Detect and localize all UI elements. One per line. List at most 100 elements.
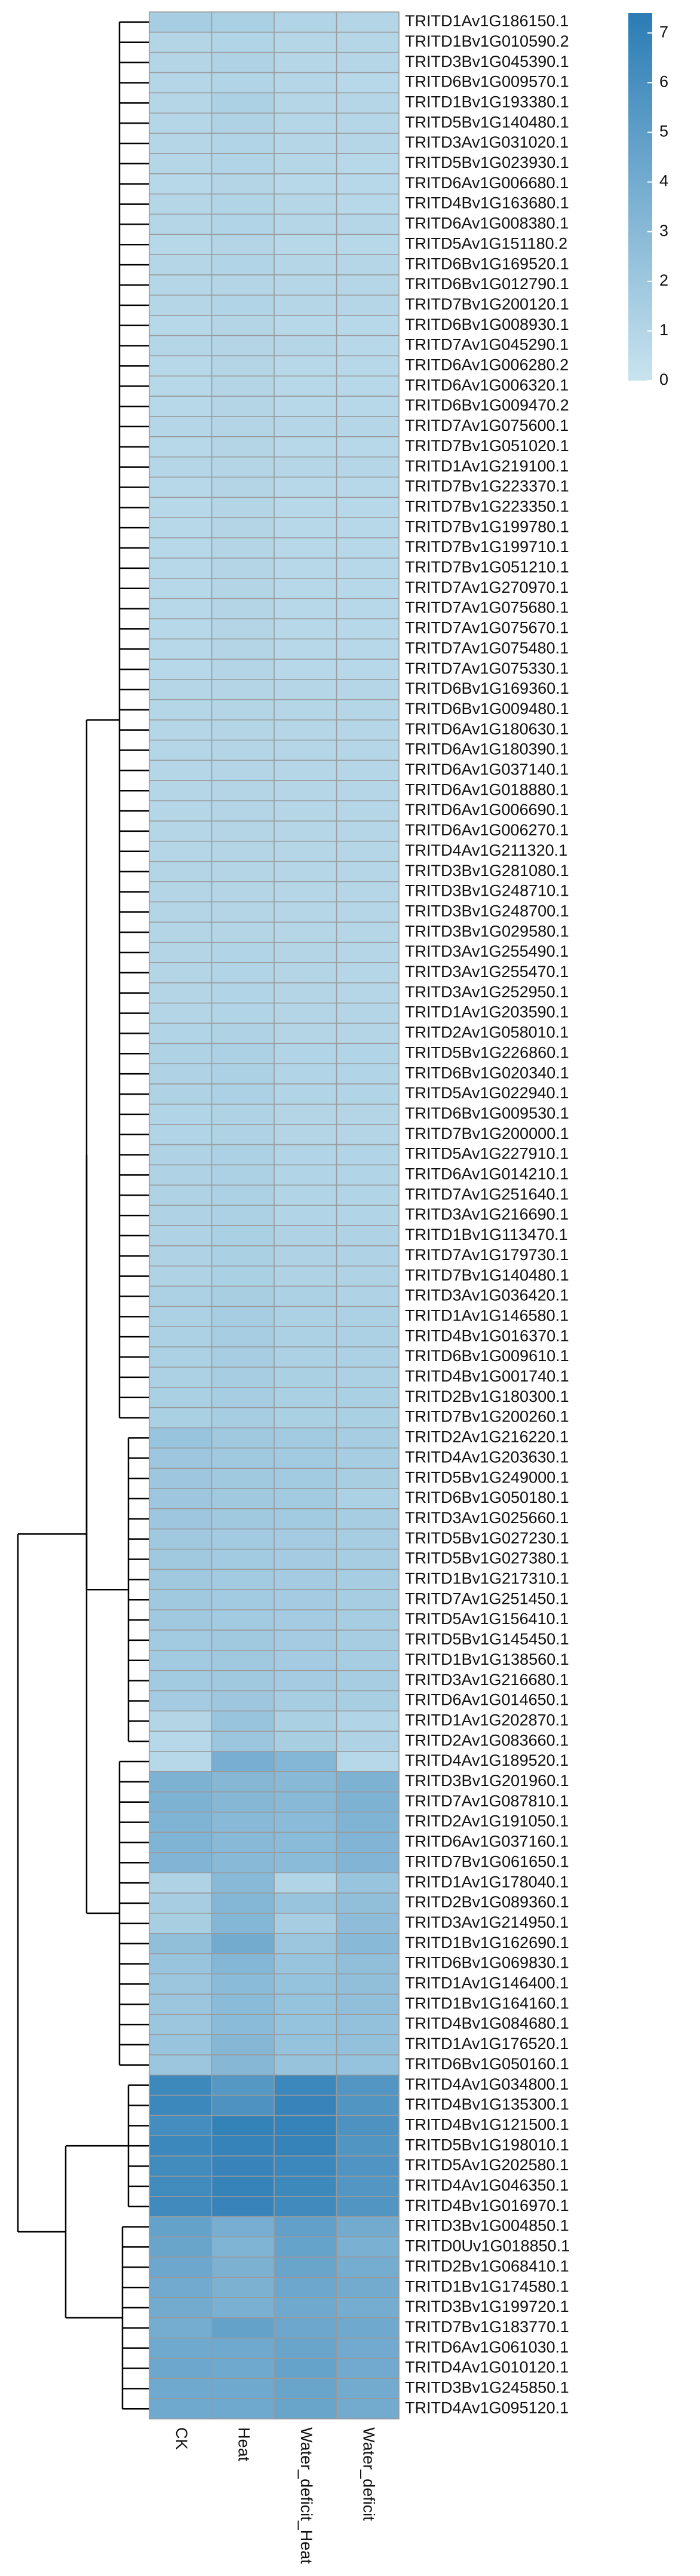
heatmap-cell — [211, 497, 275, 519]
heatmap-cell — [149, 1022, 213, 1045]
heatmap-cell — [149, 982, 213, 1004]
heatmap-cell — [149, 92, 213, 114]
row-label: TRITD2Av1G058010.1 — [405, 1024, 569, 1042]
heatmap-cell — [274, 537, 337, 559]
heatmap-cell — [211, 1225, 275, 1246]
row-label: TRITD3Bv1G248710.1 — [405, 882, 569, 900]
heatmap-cell — [336, 11, 400, 33]
heatmap-cell — [274, 1710, 337, 1732]
row-label: TRITD1Av1G202870.1 — [405, 1711, 569, 1729]
heatmap-cell — [211, 1367, 275, 1388]
row-label: TRITD7Av1G045290.1 — [405, 336, 569, 354]
row-label: TRITD1Bv1G217310.1 — [405, 1570, 569, 1588]
heatmap-cell — [274, 2398, 337, 2419]
heatmap-cell — [274, 72, 337, 94]
heatmap-cell — [274, 1144, 337, 1166]
row-label: TRITD7Bv1G051210.1 — [405, 558, 569, 576]
heatmap-cell — [149, 1670, 213, 1692]
heatmap-cell — [336, 1043, 400, 1064]
heatmap-cell — [336, 1306, 400, 1327]
row-label: TRITD4Bv1G163680.1 — [405, 194, 569, 212]
row-label: TRITD6Av1G006270.1 — [405, 821, 569, 839]
heatmap-cell — [149, 2155, 213, 2177]
row-label: TRITD3Av1G031020.1 — [405, 133, 569, 151]
heatmap-cell — [149, 780, 213, 801]
heatmap-cell — [274, 679, 337, 700]
row-label: TRITD7Av1G251640.1 — [405, 1185, 569, 1203]
heatmap-cell — [149, 517, 213, 538]
heatmap-cell — [211, 2338, 275, 2359]
heatmap-cell — [211, 1285, 275, 1307]
heatmap-cell — [211, 618, 275, 640]
heatmap-cell — [211, 1670, 275, 1692]
row-label: TRITD7Av1G075480.1 — [405, 639, 569, 657]
heatmap-cell — [274, 173, 337, 195]
heatmap-cell — [274, 254, 337, 275]
heatmap-cell — [336, 112, 400, 134]
heatmap-cell — [211, 2297, 275, 2318]
row-label: TRITD3Bv1G199720.1 — [405, 2298, 569, 2315]
heatmap-cell — [336, 173, 400, 195]
heatmap-cell — [336, 1144, 400, 1166]
row-label: TRITD1Av1G176520.1 — [405, 2035, 569, 2053]
heatmap-cell — [211, 1710, 275, 1732]
row-label: TRITD7Bv1G200120.1 — [405, 295, 569, 313]
heatmap-cell — [211, 982, 275, 1004]
row-label: TRITD6Bv1G169360.1 — [405, 679, 569, 697]
heatmap-cell — [274, 780, 337, 801]
row-label: TRITD3Bv1G004850.1 — [405, 2217, 569, 2235]
heatmap-cell — [149, 1710, 213, 1732]
heatmap-cell — [149, 1569, 213, 1591]
heatmap-cell — [336, 1913, 400, 1934]
heatmap-cell — [336, 1104, 400, 1125]
legend-tick-label: 0 — [659, 370, 668, 388]
heatmap-cell — [211, 1609, 275, 1631]
heatmap-cell — [211, 1953, 275, 1975]
heatmap-cell — [211, 2378, 275, 2400]
heatmap-cell — [149, 1488, 213, 1509]
heatmap-cell — [274, 1285, 337, 1307]
heatmap-cell — [336, 1265, 400, 1287]
row-label: TRITD7Av1G251450.1 — [405, 1589, 569, 1607]
heatmap-cell — [211, 2155, 275, 2177]
heatmap-cell — [274, 2236, 337, 2258]
heatmap-cell — [274, 274, 337, 296]
heatmap-cell — [274, 1124, 337, 1145]
row-label: TRITD6Av1G006320.1 — [405, 376, 569, 394]
row-label: TRITD7Av1G075680.1 — [405, 599, 569, 617]
heatmap-cell — [211, 537, 275, 559]
heatmap-cell — [336, 1811, 400, 1833]
heatmap-cell — [336, 416, 400, 437]
heatmap-cell — [149, 860, 213, 883]
row-label: TRITD3Av1G214950.1 — [405, 1913, 569, 1931]
heatmap-cell — [149, 1852, 213, 1873]
row-label: TRITD4Bv1G001740.1 — [405, 1367, 569, 1385]
row-label: TRITD7Bv1G200000.1 — [405, 1125, 569, 1142]
heatmap-cell — [274, 1164, 337, 1186]
heatmap-cell — [149, 1245, 213, 1267]
row-label: TRITD6Bv1G012790.1 — [405, 275, 569, 293]
legend-tick-label: 6 — [659, 72, 668, 90]
heatmap-cell — [274, 1225, 337, 1246]
row-label: TRITD4Bv1G135300.1 — [405, 2096, 569, 2114]
heatmap-cell — [336, 2034, 400, 2056]
heatmap-cell — [274, 820, 337, 842]
heatmap-cell — [336, 1022, 400, 1045]
heatmap-cell — [274, 841, 337, 862]
legend-tick-label: 5 — [659, 122, 668, 140]
heatmap-cell — [274, 51, 337, 73]
heatmap-cell — [336, 1164, 400, 1186]
legend-tick-label: 1 — [659, 321, 668, 339]
heatmap-cell — [274, 2338, 337, 2359]
heatmap-cell — [336, 1993, 400, 2015]
heatmap-cell — [149, 1771, 213, 1793]
heatmap-cell — [274, 2357, 337, 2379]
row-label: TRITD7Bv1G140480.1 — [405, 1266, 569, 1284]
heatmap-cell — [149, 2014, 213, 2035]
heatmap-cell — [336, 1326, 400, 1347]
heatmap-cell — [336, 254, 400, 275]
heatmap-cell — [274, 1650, 337, 1671]
row-label: TRITD3Bv1G245850.1 — [405, 2379, 569, 2397]
row-label: TRITD1Bv1G164160.1 — [405, 1994, 569, 2012]
